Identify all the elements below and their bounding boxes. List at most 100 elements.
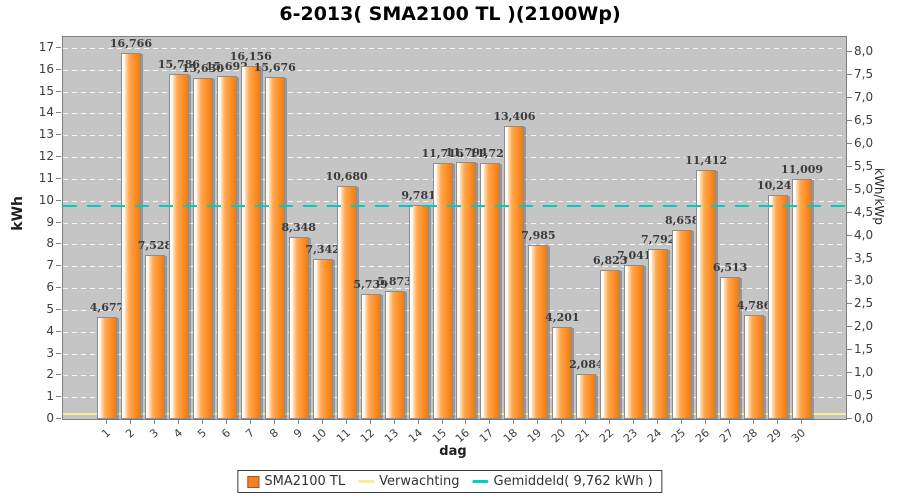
y-axis-tick-right [847, 395, 852, 397]
y-axis-tick-right [847, 280, 852, 282]
legend-item-label: SMA2100 TL [264, 474, 346, 489]
bar-value-label: 4,786 [736, 298, 772, 312]
y-tick-label-left: 9 [46, 214, 54, 229]
bar-day-30 [792, 178, 812, 419]
x-axis-tick [249, 420, 251, 424]
y-tick-label-right: 0,0 [854, 411, 874, 425]
bar-value-label: 11,794 [445, 145, 488, 159]
grid-line [63, 157, 846, 159]
y-tick-label-right: 4,5 [854, 204, 874, 219]
y-axis-tick-left [56, 134, 61, 136]
y-tick-label-left: 10 [38, 192, 54, 207]
x-axis-tick [729, 420, 731, 424]
x-axis-tick [345, 420, 347, 424]
average-line [63, 204, 846, 207]
y-tick-label-right: 5,5 [854, 158, 874, 173]
bar-value-label: 7,985 [521, 228, 556, 242]
bar-value-label: 16,156 [229, 50, 272, 64]
x-axis-tick [393, 420, 395, 424]
y-tick-label-left: 17 [38, 39, 54, 54]
grid-line [63, 200, 846, 202]
bar-value-label: 10,242 [756, 179, 800, 193]
y-axis-tick-right [847, 349, 852, 351]
x-axis-tick [489, 420, 491, 424]
bar-value-label: 7,041 [617, 249, 652, 263]
x-axis-tick [321, 420, 323, 424]
grid-line [63, 178, 846, 180]
y-axis-tick-left [56, 112, 61, 114]
x-axis-tick [609, 420, 611, 424]
legend-item-sma2100-tl: SMA2100 TL [247, 474, 345, 489]
bar-day-18 [504, 126, 525, 419]
bar-day-2 [120, 53, 141, 419]
bar-value-label: 15,786 [157, 58, 200, 72]
bar-day-27 [720, 276, 741, 419]
y-axis-tick-left [56, 396, 61, 398]
y-tick-label-left: 8 [46, 236, 54, 251]
y-tick-label-left: 11 [38, 170, 54, 185]
bar-day-24 [648, 248, 669, 419]
bar-value-label: 16,766 [109, 37, 152, 51]
bar-day-1 [97, 316, 117, 419]
y-axis-tick-left [56, 352, 61, 354]
bar-day-19 [528, 244, 549, 419]
legend-line-icon [358, 480, 375, 483]
bar-day-23 [624, 265, 645, 419]
y-tick-label-left: 0 [46, 411, 54, 425]
bar-value-label: 11,009 [780, 162, 824, 176]
bar-day-6 [216, 76, 237, 419]
y-axis-tick-right [847, 51, 852, 53]
grid-line [63, 91, 846, 93]
y-axis-tick-right [847, 418, 852, 419]
y-tick-label-left: 6 [46, 280, 54, 295]
y-axis-tick-left [56, 68, 61, 70]
y-axis-tick-left [56, 330, 61, 332]
bar-value-label: 7,528 [137, 238, 173, 252]
y-axis-tick-right [847, 188, 852, 190]
grid-line [63, 113, 846, 115]
grid-line [63, 375, 846, 377]
legend-item-gemiddeld: Gemiddeld( 9,762 kWh ) [472, 474, 653, 489]
y-axis-tick-right [847, 142, 852, 144]
bar-day-5 [192, 77, 213, 419]
bar-value-label: 11,412 [685, 153, 728, 167]
y-axis-tick-left [56, 418, 61, 419]
y-axis-tick-left [56, 287, 61, 289]
y-tick-label-right: 7,5 [854, 67, 874, 82]
bar-value-label: 8,348 [281, 220, 316, 234]
y-tick-label-right: 2,0 [854, 319, 874, 334]
grid-line [63, 266, 846, 268]
x-axis-tick [297, 420, 299, 424]
x-axis-tick [369, 420, 371, 424]
y-tick-label-left: 14 [38, 105, 54, 120]
legend-item-verwachting: Verwachting [358, 474, 460, 489]
plot-area: 4,677 16,766 7,528 15,786 15,630 15,692 16,156… [62, 36, 847, 420]
y-tick-label-left: 13 [38, 127, 54, 142]
bar-value-label: 7,792 [640, 232, 676, 246]
x-axis-tick [753, 420, 755, 424]
x-axis-tick [106, 420, 107, 424]
y-axis-tick-left [56, 265, 61, 267]
bar-value-label: 5,873 [377, 274, 412, 288]
grid-line [63, 135, 846, 137]
y-tick-label-right: 1,0 [854, 365, 874, 380]
y-axis-tick-right [847, 97, 852, 99]
y-tick-label-right: 3,0 [854, 273, 874, 288]
x-axis-tick [681, 420, 683, 424]
y-axis-tick-left [56, 90, 61, 92]
y-tick-label-left: 3 [46, 345, 54, 360]
bar-day-9 [288, 236, 309, 419]
y-tick-label-right: 3,5 [854, 250, 874, 265]
grid-line [63, 397, 846, 399]
x-axis-tick [177, 420, 179, 424]
y-axis-tick-right [847, 211, 852, 213]
x-axis-tick [465, 420, 467, 424]
y-tick-label-left: 2 [46, 367, 54, 382]
y-tick-label-right: 1,5 [854, 342, 874, 357]
y-tick-label-left: 15 [38, 83, 54, 98]
y-tick-label-left: 1 [46, 389, 54, 404]
y-tick-label-left: 16 [38, 61, 54, 76]
y-axis-tick-right [847, 120, 852, 122]
bar-value-label: 11,729 [469, 146, 512, 160]
